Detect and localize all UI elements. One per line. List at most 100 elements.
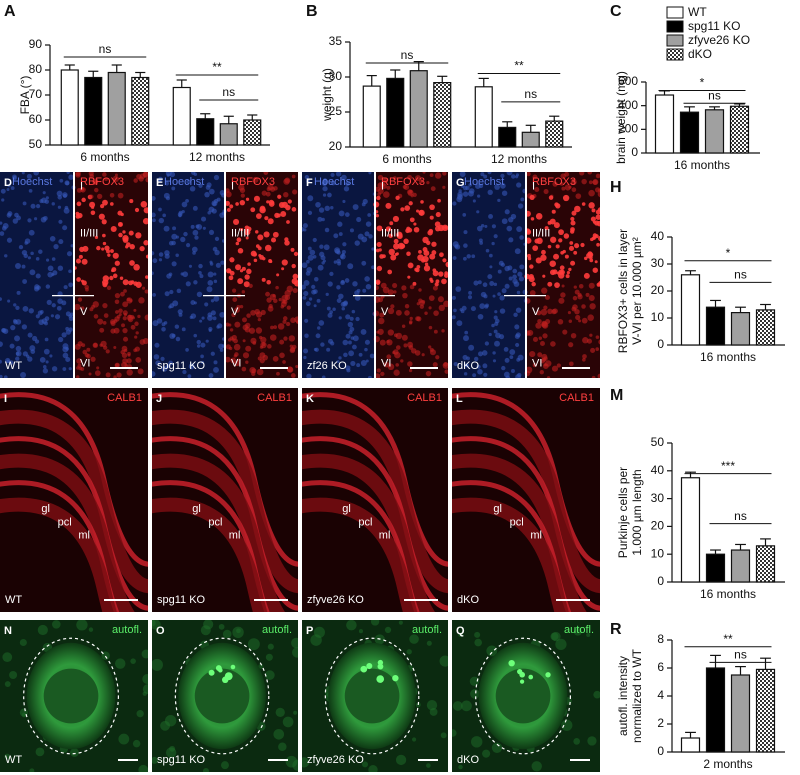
nucleus bbox=[212, 201, 217, 206]
nucleus bbox=[68, 367, 72, 371]
nucleus bbox=[336, 360, 340, 364]
neuron bbox=[114, 299, 120, 305]
nucleus bbox=[500, 173, 505, 179]
neuron bbox=[413, 222, 417, 226]
nucleus bbox=[196, 339, 201, 345]
speckle bbox=[370, 620, 380, 626]
panel-letter: N bbox=[4, 625, 12, 637]
nucleus bbox=[0, 231, 5, 236]
neuron bbox=[102, 233, 106, 238]
nucleus bbox=[44, 316, 50, 321]
neuron bbox=[532, 363, 537, 368]
neuron bbox=[104, 177, 108, 182]
neuron bbox=[409, 284, 415, 290]
nucleus bbox=[6, 187, 10, 191]
neuron bbox=[409, 217, 415, 223]
neuron bbox=[581, 304, 586, 309]
granule bbox=[360, 665, 368, 673]
nucleus bbox=[220, 260, 225, 265]
nucleus bbox=[1, 198, 5, 202]
purkinje-band bbox=[302, 453, 436, 612]
genotype-label: zfyve26 KO bbox=[307, 754, 364, 766]
x-tick-label: 16 months bbox=[700, 587, 756, 601]
neuron bbox=[569, 361, 574, 367]
neuron bbox=[242, 352, 250, 359]
neuron bbox=[97, 318, 104, 325]
nucleus bbox=[0, 359, 2, 364]
nucleus bbox=[204, 302, 209, 307]
neuron bbox=[282, 319, 287, 324]
image-content: autofl. spg11 KO O bbox=[152, 620, 298, 772]
nucleus bbox=[484, 303, 489, 308]
speckle bbox=[293, 710, 298, 715]
neuron bbox=[442, 185, 446, 189]
nucleus bbox=[336, 298, 342, 303]
neuron bbox=[597, 191, 600, 198]
rbfox3-image bbox=[75, 172, 148, 378]
nucleus bbox=[473, 280, 479, 286]
neuron bbox=[396, 233, 403, 240]
neuron bbox=[92, 301, 99, 308]
nucleus bbox=[68, 316, 74, 321]
neuron bbox=[226, 207, 231, 212]
y-tick-label: 60 bbox=[29, 112, 43, 126]
nucleus bbox=[27, 256, 31, 260]
neuron bbox=[529, 290, 536, 296]
speckle bbox=[9, 671, 18, 680]
nucleus bbox=[10, 186, 15, 190]
neuron bbox=[560, 292, 566, 298]
neuron bbox=[416, 316, 422, 322]
cell-outline bbox=[174, 637, 270, 755]
neuron bbox=[265, 291, 270, 297]
neuron bbox=[382, 286, 390, 294]
neuron bbox=[540, 340, 545, 346]
neuron bbox=[114, 362, 120, 368]
neuron bbox=[282, 360, 286, 364]
neuron bbox=[430, 186, 436, 192]
neuron bbox=[276, 213, 281, 218]
nucleus bbox=[12, 218, 19, 224]
neuron bbox=[573, 285, 577, 289]
nucleus bbox=[27, 356, 33, 362]
neuron bbox=[547, 308, 553, 315]
significance-label: * bbox=[726, 246, 731, 260]
neuron bbox=[554, 282, 560, 288]
nucleus bbox=[39, 310, 44, 314]
cell-outline bbox=[475, 637, 571, 755]
neuron bbox=[272, 355, 279, 362]
image-content: autofl. dKO Q bbox=[452, 620, 600, 772]
significance-label: ns bbox=[734, 268, 747, 282]
nucleus bbox=[9, 343, 15, 349]
neuron bbox=[90, 356, 96, 362]
neuron bbox=[266, 297, 272, 303]
speckle bbox=[142, 674, 148, 684]
nucleus bbox=[320, 342, 325, 347]
neuron bbox=[240, 228, 244, 232]
nucleus bbox=[68, 269, 72, 274]
nucleus bbox=[61, 332, 67, 338]
nucleus bbox=[209, 260, 213, 264]
nucleus bbox=[483, 372, 488, 377]
nucleus bbox=[514, 333, 520, 339]
nucleus bbox=[340, 280, 345, 284]
neuron bbox=[252, 252, 258, 257]
nucleus bbox=[175, 336, 181, 342]
nucleus bbox=[207, 271, 214, 278]
nucleus bbox=[24, 241, 29, 245]
nucleus bbox=[464, 330, 469, 335]
neuron bbox=[107, 253, 111, 257]
nucleus bbox=[64, 205, 69, 210]
significance-label: ns bbox=[734, 509, 747, 523]
neuron bbox=[389, 221, 394, 226]
neuron bbox=[242, 339, 246, 343]
neuron bbox=[265, 191, 271, 197]
nucleus bbox=[454, 244, 459, 249]
neuron bbox=[441, 329, 445, 333]
neuron bbox=[566, 270, 570, 275]
neuron bbox=[283, 191, 289, 198]
neuron bbox=[102, 199, 108, 206]
nucleus bbox=[501, 365, 506, 371]
neuron bbox=[597, 373, 600, 378]
nucleus bbox=[185, 198, 189, 203]
